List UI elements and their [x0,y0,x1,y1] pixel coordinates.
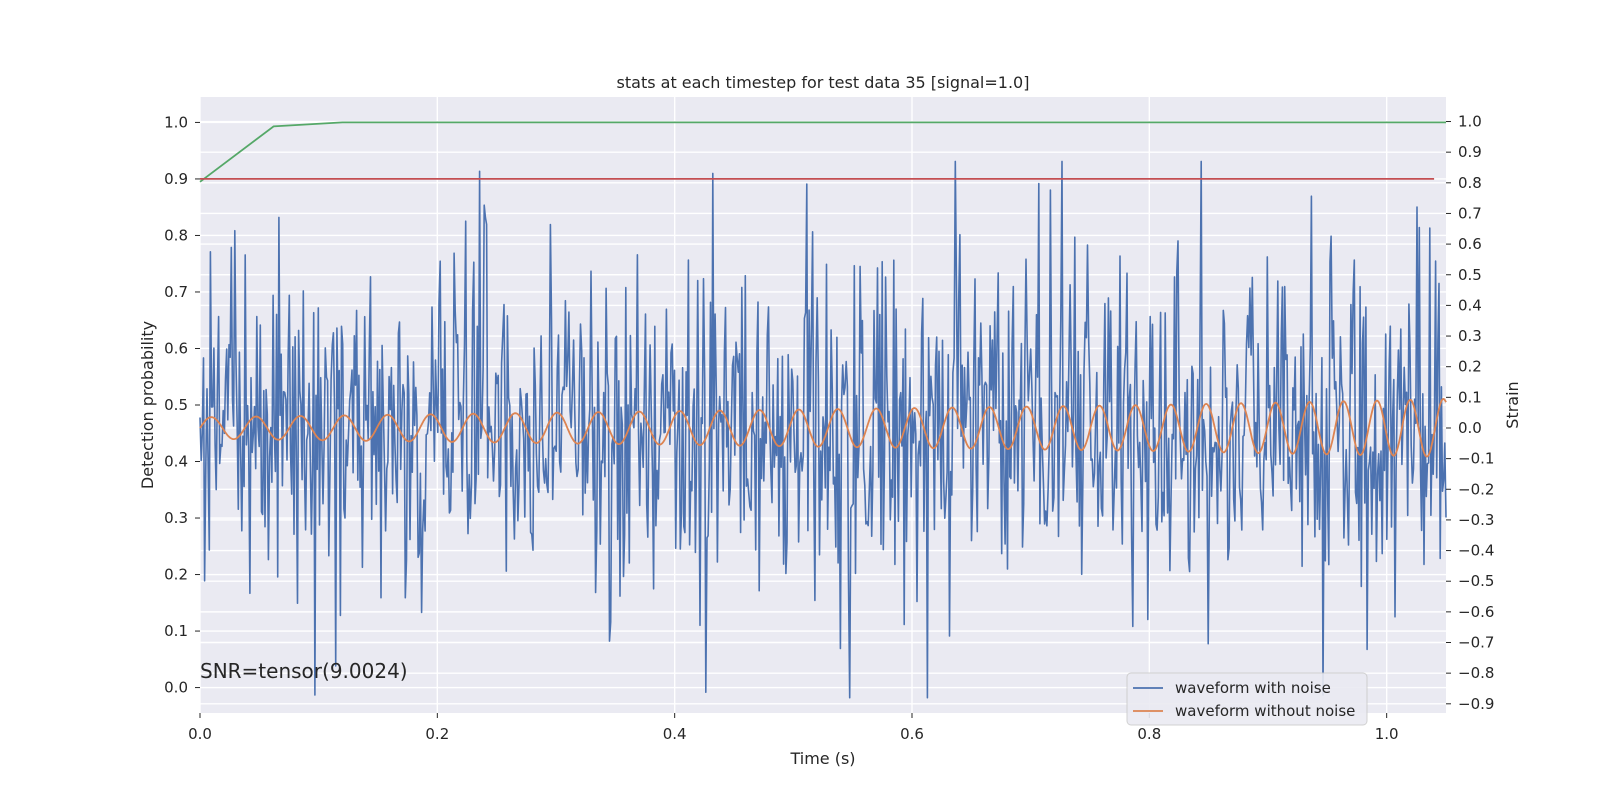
right-y-axis-label: Strain [1503,381,1522,428]
left-tick-label: 0.9 [164,170,188,188]
right-tick-label: −0.6 [1458,603,1494,621]
left-tick-label: 0.4 [164,453,188,471]
x-tick-label: 0.2 [425,725,449,743]
right-tick-label: −0.8 [1458,664,1494,682]
right-tick-label: 0.4 [1458,296,1482,314]
series-line-waveform-with-noise [199,160,1447,699]
x-axis-label: Time (s) [789,749,855,768]
series-line-waveform-without-noise [199,397,1447,458]
left-tick-label: 0.3 [164,509,188,527]
right-tick-label: −0.4 [1458,542,1494,560]
right-tick-label: −0.9 [1458,695,1494,713]
left-tick-label: 0.8 [164,226,188,244]
x-tick-label: 0.4 [663,725,687,743]
x-tick-label: 0.6 [900,725,924,743]
right-y-axis: −0.9 −0.8 −0.7 −0.6 −0.5 −0.4 −0.3 −0.2 −0.1 0.0 0… [1446,113,1494,713]
right-tick-label: −0.5 [1458,572,1494,590]
right-tick-label: 0.5 [1458,266,1482,284]
series-layer [199,121,1447,699]
chart-title: stats at each timestep for test data 35 … [617,73,1030,92]
x-tick-label: 0.8 [1137,725,1161,743]
x-tick-label: 1.0 [1375,725,1399,743]
left-tick-label: 0.5 [164,396,188,414]
legend-label: waveform without noise [1175,702,1355,720]
legend-box [1126,672,1368,726]
right-tick-label: 1.0 [1458,113,1482,131]
right-tick-label: 0.0 [1458,419,1482,437]
right-tick-label: 0.7 [1458,204,1482,222]
right-tick-label: −0.3 [1458,511,1494,529]
legend: waveform with noise waveform without nois… [1126,672,1368,726]
right-tick-label: 0.1 [1458,388,1482,406]
left-tick-label: 0.2 [164,566,188,584]
right-tick-label: 0.3 [1458,327,1482,345]
right-tick-label: 0.9 [1458,143,1482,161]
right-tick-label: −0.1 [1458,450,1494,468]
right-tick-label: −0.7 [1458,634,1494,652]
left-tick-label: 0.0 [164,679,188,697]
right-tick-label: 0.6 [1458,235,1482,253]
left-tick-label: 0.1 [164,622,188,640]
left-y-axis: 0.0 0.1 0.2 0.3 0.4 0.5 0.6 0.7 0.8 0.9 1.0 [164,113,200,697]
right-tick-label: 0.8 [1458,174,1482,192]
left-tick-label: 0.7 [164,283,188,301]
legend-label: waveform with noise [1175,679,1331,697]
snr-annotation: SNR=tensor(9.0024) [200,659,408,683]
left-y-axis-label: Detection probability [138,321,157,489]
x-axis: 0.0 0.2 0.4 0.6 0.8 1.0 [188,713,1399,743]
right-tick-label: 0.2 [1458,358,1482,376]
x-tick-label: 0.0 [188,725,212,743]
left-tick-label: 1.0 [164,113,188,131]
series-line-detection-probability [199,121,1446,183]
right-tick-label: −0.2 [1458,480,1494,498]
left-tick-label: 0.6 [164,339,188,357]
